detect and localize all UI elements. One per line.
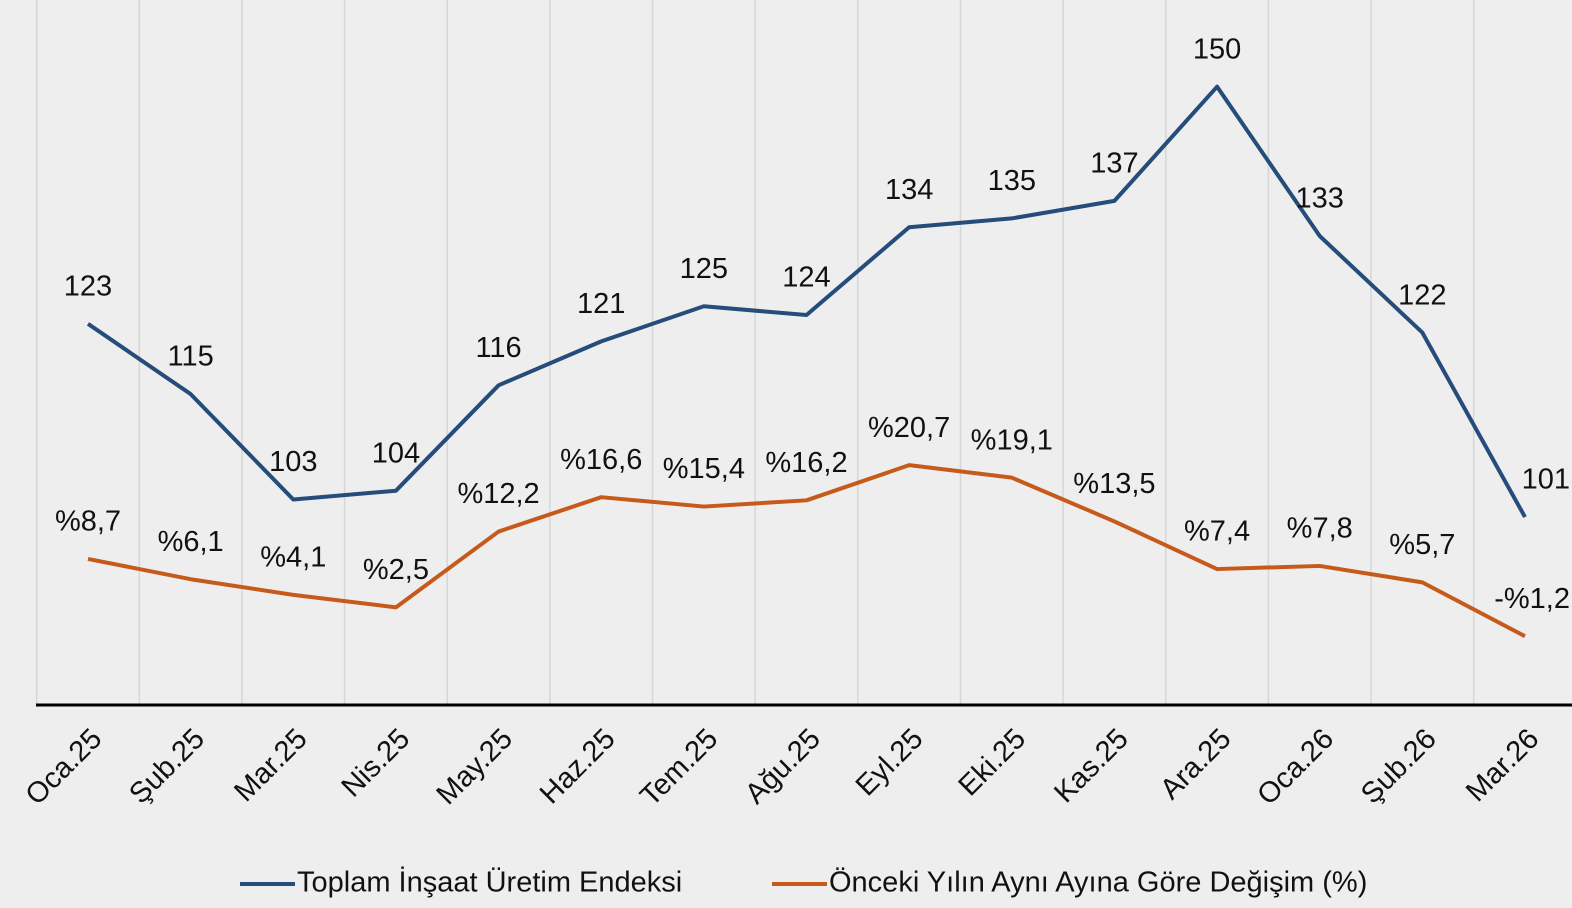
- data-label: 125: [680, 253, 728, 285]
- data-label: %16,2: [765, 447, 847, 479]
- data-label: 135: [988, 165, 1036, 197]
- data-label: 124: [782, 262, 830, 294]
- data-label: %4,1: [260, 542, 326, 574]
- legend-label: Toplam İnşaat Üretim Endeksi: [297, 866, 682, 899]
- data-label: %12,2: [457, 478, 539, 510]
- data-label: %19,1: [971, 424, 1053, 456]
- data-label: 103: [269, 446, 317, 478]
- line: [87, 463, 1526, 639]
- data-label: 137: [1090, 148, 1138, 180]
- data-label: 134: [885, 174, 933, 206]
- data-label: 123: [64, 270, 112, 302]
- data-label: 150: [1193, 33, 1241, 65]
- data-label: %13,5: [1073, 468, 1155, 500]
- data-label: 122: [1398, 279, 1446, 311]
- data-label: %6,1: [158, 526, 224, 558]
- data-label: 115: [168, 341, 214, 373]
- data-label: 121: [577, 288, 625, 320]
- data-label: %7,8: [1287, 513, 1353, 545]
- data-label: %16,6: [560, 444, 642, 476]
- line: [86, 84, 1527, 519]
- data-label: -%1,2: [1494, 583, 1570, 615]
- data-label: 116: [475, 332, 521, 364]
- data-label: %8,7: [55, 506, 121, 538]
- data-label: %20,7: [868, 412, 950, 444]
- data-label: 133: [1296, 183, 1344, 215]
- legend-label: Önceki Yılın Aynı Ayına Göre Değişim (%): [829, 867, 1367, 899]
- data-label: 101: [1522, 464, 1570, 496]
- data-label: %2,5: [363, 554, 429, 586]
- data-label: %15,4: [663, 453, 745, 485]
- data-label: 104: [372, 437, 420, 469]
- data-label: %7,4: [1184, 516, 1250, 548]
- data-label: %5,7: [1389, 529, 1455, 561]
